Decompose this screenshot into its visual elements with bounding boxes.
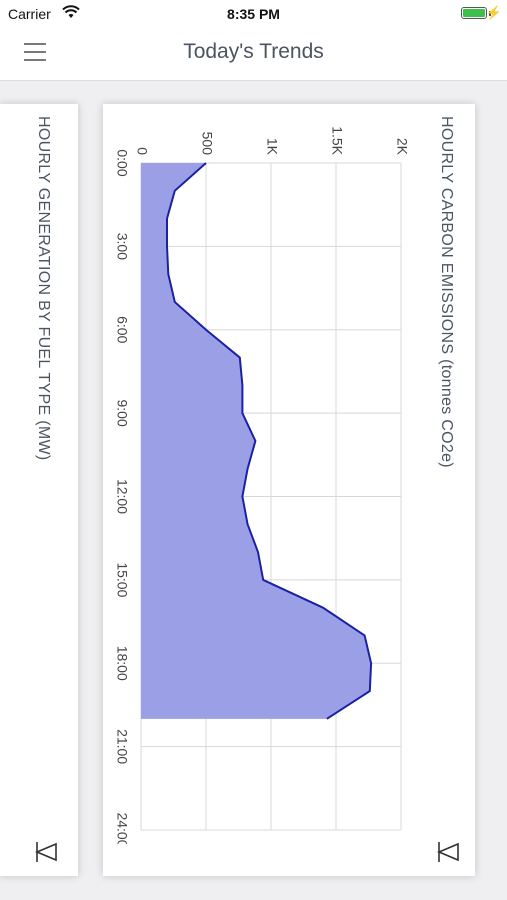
generation-card bbox=[0, 104, 78, 876]
time-tick-label: 0:00 bbox=[114, 149, 130, 176]
clock: 8:35 PM bbox=[227, 6, 280, 22]
value-tick-label: 2K bbox=[394, 138, 410, 156]
value-tick-label: 1K bbox=[264, 138, 280, 156]
status-bar: Carrier 8:35 PM ⚡ bbox=[0, 0, 507, 28]
emissions-chart: 0 500 1K 1.5K 2K 0:00 3:00 6:00 9:00 12:00 15:00 18… bbox=[114, 126, 410, 844]
battery-cap bbox=[489, 11, 491, 16]
time-tick-label: 24:00 bbox=[114, 812, 130, 844]
time-tick-label: 18:00 bbox=[114, 646, 130, 681]
time-tick-label: 15:00 bbox=[114, 562, 130, 597]
carrier-label: Carrier bbox=[8, 6, 51, 22]
hamburger-menu-icon[interactable] bbox=[24, 43, 46, 61]
generation-share-icon[interactable] bbox=[34, 838, 60, 871]
emissions-area bbox=[141, 163, 372, 719]
generation-card-title: HOURLY GENERATION BY FUEL TYPE (MW) bbox=[35, 116, 52, 461]
navigation-bar: Today's Trends bbox=[0, 28, 507, 81]
time-tick-label: 9:00 bbox=[114, 400, 130, 427]
charging-bolt-icon: ⚡ bbox=[485, 5, 502, 20]
emissions-share-icon[interactable] bbox=[436, 838, 462, 871]
wifi-icon bbox=[62, 5, 80, 22]
value-tick-label: 500 bbox=[199, 132, 215, 156]
time-tick-label: 21:00 bbox=[114, 729, 130, 764]
time-tick-label: 3:00 bbox=[114, 233, 130, 260]
page-title: Today's Trends bbox=[183, 40, 324, 63]
value-tick-label: 0 bbox=[134, 147, 150, 155]
value-tick-label: 1.5K bbox=[329, 126, 345, 155]
time-tick-label: 6:00 bbox=[114, 316, 130, 343]
battery-icon bbox=[461, 7, 487, 19]
emissions-card-title: HOURLY CARBON EMISSIONS (tonnes CO2e) bbox=[438, 116, 455, 468]
time-tick-label: 12:00 bbox=[114, 479, 130, 514]
